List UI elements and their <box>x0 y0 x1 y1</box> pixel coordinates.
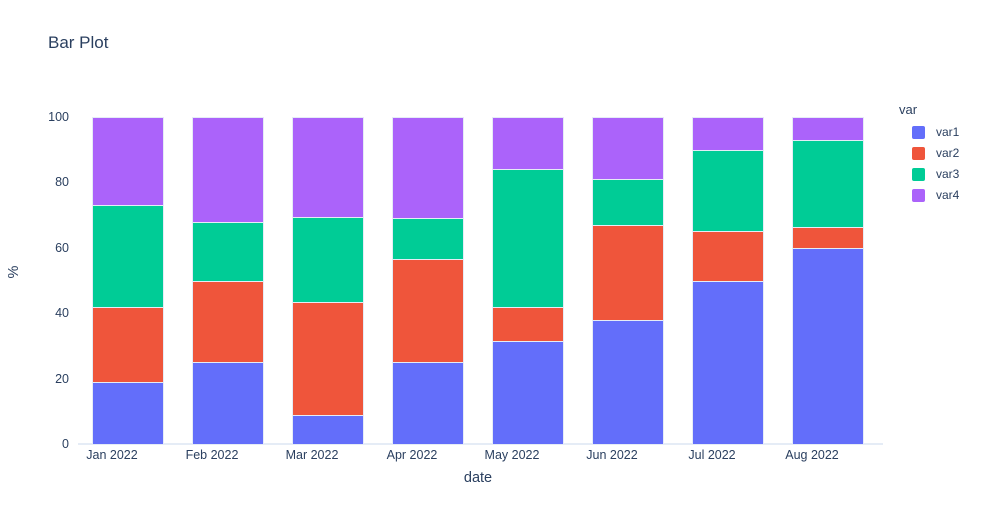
legend-title: var <box>899 102 918 117</box>
bar-segment-var2[interactable] <box>793 226 863 248</box>
bar-segment-var3[interactable] <box>93 205 163 307</box>
bar-segment-var4[interactable] <box>93 117 163 206</box>
bar-segment-var1[interactable] <box>393 362 463 444</box>
bar-segment-var1[interactable] <box>493 341 563 444</box>
bar-segment-var1[interactable] <box>693 280 763 444</box>
chart-title: Bar Plot <box>48 33 109 52</box>
bar-segment-var4[interactable] <box>493 117 563 170</box>
bar-segment-var3[interactable] <box>693 149 763 232</box>
bar-mar-2022 <box>292 117 364 444</box>
legend-item-label: var2 <box>936 146 960 160</box>
bar-segment-var2[interactable] <box>293 301 363 415</box>
bar-segment-var3[interactable] <box>293 216 363 302</box>
y-tick-label: 60 <box>55 240 69 255</box>
legend-swatch-icon <box>912 189 925 202</box>
bar-apr-2022 <box>392 117 464 444</box>
bar-segment-var1[interactable] <box>793 247 863 444</box>
bar-segment-var2[interactable] <box>193 280 263 363</box>
bar-segment-var4[interactable] <box>293 117 363 217</box>
legend-swatch-icon <box>912 168 925 181</box>
legend-item-label: var3 <box>936 167 960 181</box>
bar-segment-var3[interactable] <box>593 179 663 225</box>
bar-segment-var2[interactable] <box>393 259 463 363</box>
bar-segment-var2[interactable] <box>493 306 563 341</box>
bar-segment-var2[interactable] <box>693 231 763 281</box>
y-tick-label: 40 <box>55 306 69 321</box>
bar-jan-2022 <box>92 117 164 444</box>
legend: var var1 var2 var3 var4 <box>899 102 979 210</box>
y-tick-label: 80 <box>55 175 69 190</box>
bar-segment-var3[interactable] <box>393 218 463 260</box>
bar-jun-2022 <box>592 117 664 444</box>
legend-item-var4[interactable]: var4 <box>899 189 979 202</box>
bar-segment-var2[interactable] <box>593 224 663 320</box>
bar-feb-2022 <box>192 117 264 444</box>
x-tick-label: Jun 2022 <box>586 448 638 462</box>
y-tick-label: 0 <box>62 437 69 451</box>
legend-item-var3[interactable]: var3 <box>899 168 979 181</box>
legend-swatch-icon <box>912 126 925 139</box>
legend-items: var1 var2 var3 var4 <box>899 126 979 202</box>
x-tick-label: May 2022 <box>484 448 540 462</box>
bar-segment-var4[interactable] <box>693 117 763 150</box>
bar-segment-var1[interactable] <box>93 381 163 444</box>
bar-segment-var4[interactable] <box>193 117 263 222</box>
bar-segment-var4[interactable] <box>593 117 663 180</box>
bar-segment-var4[interactable] <box>793 117 863 140</box>
x-tick-label: Jan 2022 <box>86 448 138 462</box>
bar-segment-var3[interactable] <box>793 139 863 227</box>
bar-segment-var2[interactable] <box>93 306 163 382</box>
legend-item-label: var1 <box>936 125 960 139</box>
legend-item-label: var4 <box>936 188 960 202</box>
x-axis-title: date <box>463 470 493 486</box>
bar-jul-2022 <box>692 117 764 444</box>
y-tick-label: 100 <box>48 110 69 124</box>
x-tick-label: Mar 2022 <box>285 448 339 462</box>
legend-item-var1[interactable]: var1 <box>899 126 979 139</box>
y-axis-title: % <box>6 265 22 279</box>
x-tick-label: Apr 2022 <box>386 448 438 462</box>
plot-area: 0 20 40 60 80 100 <box>48 110 883 451</box>
y-tick-label: 20 <box>55 371 69 386</box>
x-tick-label: Jul 2022 <box>688 448 736 462</box>
bar-segment-var3[interactable] <box>493 169 563 307</box>
bar-segment-var4[interactable] <box>393 117 463 219</box>
bar-aug-2022 <box>792 117 864 444</box>
bar-segment-var1[interactable] <box>293 414 363 444</box>
x-axis-line <box>78 443 883 445</box>
bar-segment-var3[interactable] <box>193 221 263 281</box>
bar-segment-var1[interactable] <box>593 319 663 444</box>
bar-segment-var1[interactable] <box>193 362 263 444</box>
x-tick-label: Feb 2022 <box>185 448 239 462</box>
legend-item-var2[interactable]: var2 <box>899 147 979 160</box>
x-tick-label: Aug 2022 <box>785 448 839 462</box>
legend-swatch-icon <box>912 147 925 160</box>
bar-may-2022 <box>492 117 564 444</box>
